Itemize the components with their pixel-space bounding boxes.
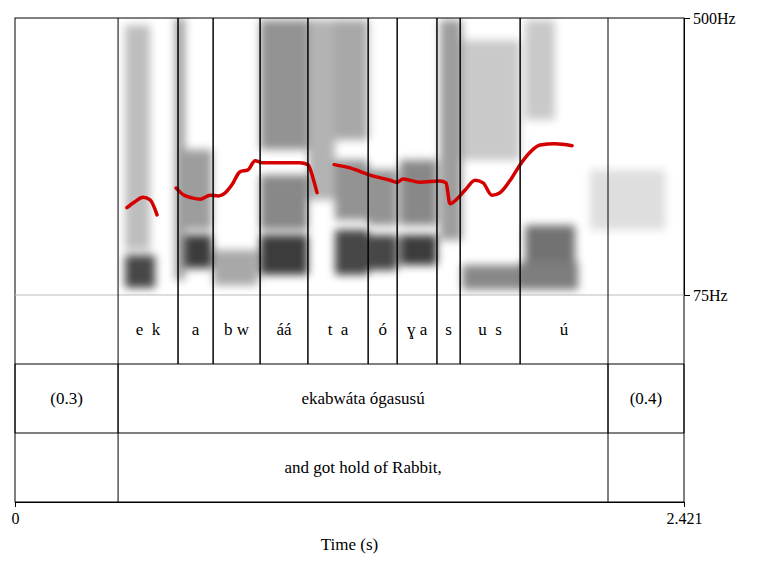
boundary	[436, 18, 437, 364]
tier-separator	[15, 364, 684, 365]
spectrogram-cell	[400, 235, 437, 265]
tick-mark	[684, 295, 690, 296]
pitch-line	[127, 144, 572, 215]
tier-label: and got hold of Rabbit,	[284, 458, 441, 477]
tick-mark	[684, 18, 690, 19]
boundary	[178, 18, 179, 364]
tick-mark	[684, 502, 685, 507]
tick: 500Hz	[684, 10, 736, 27]
spectrogram-cell	[125, 255, 155, 288]
boundary	[436, 18, 437, 364]
tick-label: 75Hz	[693, 287, 728, 304]
boundary	[15, 364, 16, 433]
spectrogram-cell	[525, 20, 555, 120]
frame	[15, 18, 684, 502]
tier-label: e k	[136, 320, 161, 339]
tier: (0.3) ekabwáta ógasusú (0.4)	[15, 364, 684, 433]
spectrogram-cell	[400, 160, 437, 225]
frame-rect	[15, 18, 684, 502]
tier: and got hold of Rabbit,	[118, 433, 608, 502]
x-axis: 0 2.421	[12, 502, 703, 527]
spectrogram-cell	[335, 230, 368, 275]
spectrogram-cell	[260, 175, 308, 230]
tier-label: a	[192, 320, 200, 339]
boundary	[397, 18, 398, 364]
tier-label: (0.3)	[50, 389, 83, 408]
boundary	[608, 433, 609, 502]
tier-label: ó	[378, 320, 387, 339]
tier-label: b w	[224, 320, 250, 339]
spectrogram-cell	[125, 25, 150, 250]
x-axis-title: Time (s)	[321, 535, 378, 554]
boundary	[520, 18, 521, 364]
tier-label: ekabwáta ógasusú	[301, 389, 425, 408]
spectrogram-cell	[462, 265, 520, 290]
spectrogram-cell	[590, 170, 665, 230]
axis-line	[16, 502, 685, 503]
boundary	[260, 18, 261, 364]
boundary	[684, 364, 685, 433]
tier-label: t a	[328, 320, 349, 339]
tier-label: ú	[560, 320, 569, 339]
boundary	[118, 18, 119, 364]
spectrogram-cell	[335, 20, 368, 140]
boundary	[608, 364, 609, 433]
tier: e k a b w áá t a ó ɣ a s u s ú	[118, 18, 608, 364]
boundary	[520, 18, 521, 364]
boundary	[368, 18, 369, 364]
boundary	[213, 18, 214, 364]
chart: e k a b w áá t a ó ɣ a s u s ú (0.3) ekabwáta ógasu…	[0, 0, 758, 565]
tick: 2.421	[667, 502, 703, 527]
spectrogram-cell	[368, 235, 397, 270]
boundary	[260, 18, 261, 364]
spectrogram-cell	[213, 250, 258, 285]
spectrogram-cell	[525, 225, 575, 261]
tier-separator	[15, 295, 684, 296]
spectrogram-cell	[185, 235, 212, 268]
spectrogram-cell	[520, 262, 578, 290]
spectrogram-cell	[260, 20, 308, 150]
plot-area	[125, 18, 665, 290]
boundary	[460, 18, 461, 364]
spectrogram-cell	[440, 20, 462, 240]
tier-label: u s	[478, 320, 502, 339]
tier-label: ɣ a	[407, 320, 428, 339]
axis-line	[684, 19, 685, 296]
boundary	[460, 18, 461, 364]
tick-label: 500Hz	[693, 10, 736, 27]
spectrogram-cell	[260, 235, 308, 275]
boundary	[608, 18, 609, 364]
boundary	[307, 18, 308, 364]
boundary	[118, 364, 119, 433]
boundary	[307, 18, 308, 364]
y-axis: 75Hz 500Hz	[684, 10, 736, 304]
spectrogram-cell	[185, 150, 212, 230]
tier-label: s	[445, 320, 452, 339]
boundary	[118, 364, 119, 433]
spectrogram-cell	[462, 40, 520, 160]
tick: 75Hz	[684, 287, 728, 304]
tier-label: áá	[276, 320, 292, 339]
tier-label: (0.4)	[630, 389, 663, 408]
tick-mark	[15, 502, 16, 507]
boundary	[118, 433, 119, 502]
boundary	[397, 18, 398, 364]
tier-separator	[15, 433, 684, 434]
spectrogram	[125, 18, 665, 290]
boundary	[178, 18, 179, 364]
boundary	[608, 364, 609, 433]
spectrogram-cell	[175, 18, 185, 280]
tick-label: 2.421	[667, 510, 703, 527]
boundary	[368, 18, 369, 364]
tick-label: 0	[12, 510, 20, 527]
boundary	[213, 18, 214, 364]
tick: 0	[12, 502, 20, 527]
